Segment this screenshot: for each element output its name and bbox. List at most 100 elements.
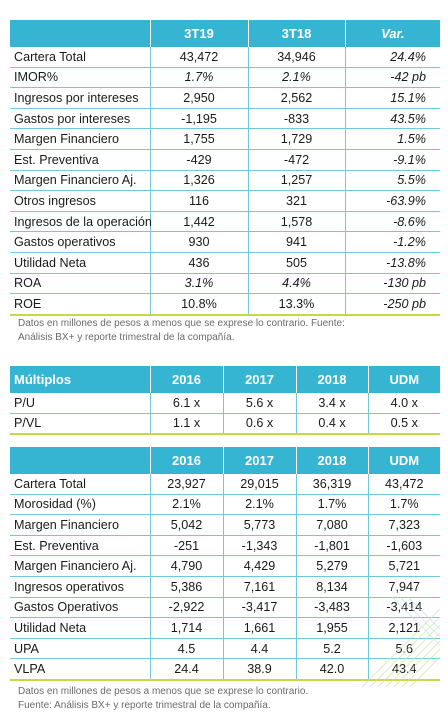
cell: 34,946: [248, 47, 345, 67]
row-label: Ingresos operativos: [10, 576, 150, 597]
cell: 5,721: [368, 556, 440, 577]
cell: 1.7%: [368, 494, 440, 515]
row-label: P/U: [10, 393, 150, 413]
table-row: IMOR% 1.7% 2.1% -42 pb: [10, 67, 440, 88]
row-label: Margen Financiero Aj.: [10, 556, 150, 577]
row-label: Utilidad Neta: [10, 252, 150, 273]
table-row: Ingresos de la operación 1,442 1,578 -8.6%: [10, 211, 440, 232]
cell: 505: [248, 252, 345, 273]
row-label: Gastos por intereses: [10, 108, 150, 129]
cell: 38.9: [223, 659, 296, 680]
row-label: Est. Preventiva: [10, 149, 150, 170]
table-row: Gastos operativos 930 941 -1.2%: [10, 232, 440, 253]
row-label: Margen Financiero Aj.: [10, 170, 150, 191]
header-3t19: 3T19: [150, 20, 248, 47]
cell: 10.8%: [150, 294, 248, 315]
cell: 7,080: [296, 515, 368, 536]
cell: -251: [150, 535, 223, 556]
cell: 321: [248, 191, 345, 212]
cell: 4,790: [150, 556, 223, 577]
cell: 36,319: [296, 474, 368, 494]
row-label: Est. Preventiva: [10, 535, 150, 556]
cell: -429: [150, 149, 248, 170]
row-label: Gastos Operativos: [10, 597, 150, 618]
cell: 1.1 x: [150, 413, 223, 434]
cell: 116: [150, 191, 248, 212]
cell-var: -63.9%: [345, 191, 440, 212]
cell: 1,326: [150, 170, 248, 191]
table-row: Margen Financiero 1,755 1,729 1.5%: [10, 129, 440, 150]
header-2016: 2016: [150, 447, 223, 474]
cell: -1,343: [223, 535, 296, 556]
cell-var: -1.2%: [345, 232, 440, 253]
footnote-line: Datos en millones de pesos a menos que s…: [18, 317, 345, 331]
cell: 0.6 x: [223, 413, 296, 434]
table-row: Margen Financiero 5,042 5,773 7,080 7,323: [10, 515, 440, 536]
cell: 4,429: [223, 556, 296, 577]
cell: 8,134: [296, 576, 368, 597]
cell: 436: [150, 252, 248, 273]
cell: 1,661: [223, 618, 296, 639]
header-var: Var.: [345, 20, 440, 47]
row-label: ROA: [10, 273, 150, 294]
cell: 1,755: [150, 129, 248, 150]
row-label: Morosidad (%): [10, 494, 150, 515]
row-label: Ingresos por intereses: [10, 88, 150, 109]
table-row: Ingresos por intereses 2,950 2,562 15.1%: [10, 88, 440, 109]
cell-var: -250 pb: [345, 294, 440, 315]
row-label: Gastos operativos: [10, 232, 150, 253]
cell: 1,442: [150, 211, 248, 232]
cell: 3.4 x: [296, 393, 368, 413]
cell: 7,947: [368, 576, 440, 597]
table-row: Margen Financiero Aj. 1,326 1,257 5.5%: [10, 170, 440, 191]
table-row: Utilidad Neta 436 505 -13.8%: [10, 252, 440, 273]
cell-var: -42 pb: [345, 67, 440, 88]
decorative-stripes: [362, 597, 440, 687]
row-label: Margen Financiero: [10, 515, 150, 536]
row-label: ROE: [10, 294, 150, 315]
header-2017: 2017: [223, 366, 296, 393]
cell: 0.4 x: [296, 413, 368, 434]
cell: 1,729: [248, 129, 345, 150]
row-label: Cartera Total: [10, 47, 150, 67]
cell: 42.0: [296, 659, 368, 680]
header-blank: [10, 20, 150, 47]
cell: 7,323: [368, 515, 440, 536]
multiples-table: Múltiplos 2016 2017 2018 UDM P/U 6.1 x 5.6…: [10, 366, 440, 435]
row-label: Margen Financiero: [10, 129, 150, 150]
header-3t18: 3T18: [248, 20, 345, 47]
cell: 29,015: [223, 474, 296, 494]
cell: 7,161: [223, 576, 296, 597]
row-label: IMOR%: [10, 67, 150, 88]
cell: 4.0 x: [368, 393, 440, 413]
cell: 2.1%: [150, 494, 223, 515]
table-row: Morosidad (%) 2.1% 2.1% 1.7% 1.7%: [10, 494, 440, 515]
cell: 24.4: [150, 659, 223, 680]
cell: 941: [248, 232, 345, 253]
cell: 2,562: [248, 88, 345, 109]
cell: 1,714: [150, 618, 223, 639]
cell: 5,773: [223, 515, 296, 536]
cell: -833: [248, 108, 345, 129]
cell: 4.4: [223, 638, 296, 659]
cell: 5.6 x: [223, 393, 296, 413]
row-label: P/VL: [10, 413, 150, 434]
table3-footnote: Datos en millones de pesos a menos que s…: [18, 685, 308, 713]
cell: 930: [150, 232, 248, 253]
header-2018: 2018: [296, 366, 368, 393]
cell: 2,950: [150, 88, 248, 109]
row-label: Cartera Total: [10, 474, 150, 494]
cell: 1.7%: [150, 67, 248, 88]
cell: 1.7%: [296, 494, 368, 515]
header-2018: 2018: [296, 447, 368, 474]
footnote-line: Datos en millones de pesos a menos que s…: [18, 685, 308, 699]
table-row: ROA 3.1% 4.4% -130 pb: [10, 273, 440, 294]
table-row: Cartera Total 43,472 34,946 24.4%: [10, 47, 440, 67]
footnote-line: Fuente: Análisis BX+ y reporte trimestra…: [18, 699, 308, 713]
cell: 2.1%: [248, 67, 345, 88]
cell-var: -130 pb: [345, 273, 440, 294]
cell: 1,578: [248, 211, 345, 232]
cell-var: -13.8%: [345, 252, 440, 273]
row-label: Ingresos de la operación: [10, 211, 150, 232]
cell: 5.2: [296, 638, 368, 659]
